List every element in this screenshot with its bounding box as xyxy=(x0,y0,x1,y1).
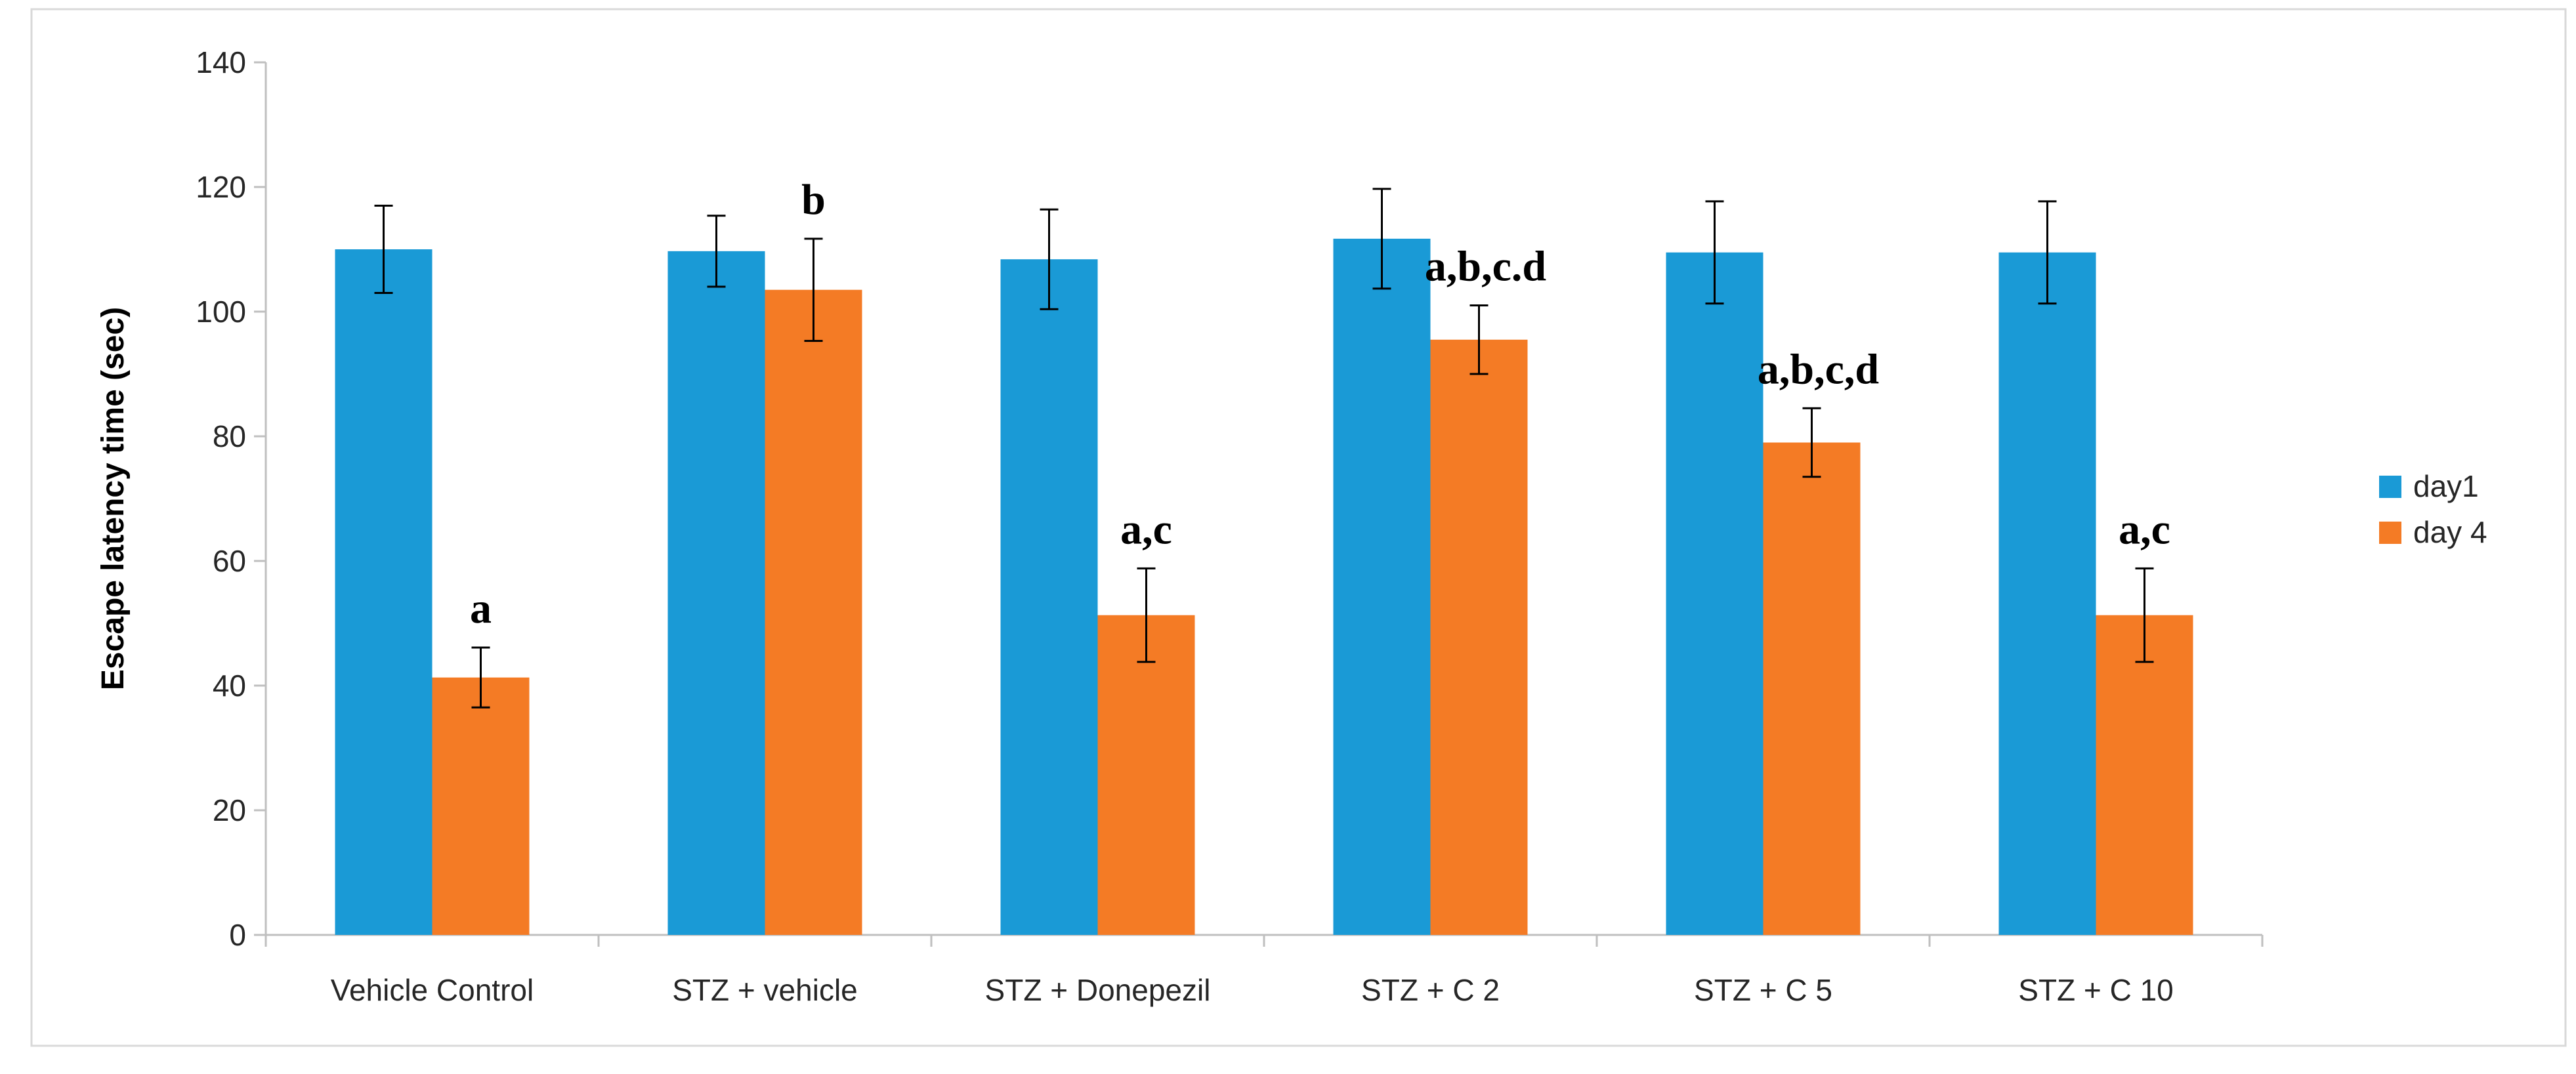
chart-border xyxy=(30,8,2567,1047)
bar-day4 xyxy=(2096,615,2193,935)
bar-day4 xyxy=(432,677,530,935)
x-category-label: Vehicle Control xyxy=(331,973,534,1007)
bar-day4 xyxy=(1097,615,1195,935)
legend-label-day1: day1 xyxy=(2413,469,2479,503)
bar-day4 xyxy=(1430,339,1528,935)
legend-label-day4: day 4 xyxy=(2413,515,2487,549)
y-tick-label: 60 xyxy=(213,544,246,578)
x-category-label: STZ + C 10 xyxy=(2018,973,2173,1007)
bar-day1 xyxy=(667,251,765,936)
bar-day1 xyxy=(1666,252,1763,935)
bar-day1 xyxy=(1998,252,2096,935)
legend-swatch-day1 xyxy=(2379,476,2401,498)
y-tick-label: 140 xyxy=(196,45,246,79)
y-tick-label: 0 xyxy=(229,918,246,952)
significance-label: a,b,c,d xyxy=(1758,345,1879,393)
bar-day4 xyxy=(765,289,862,935)
x-category-label: STZ + Donepezil xyxy=(985,973,1211,1007)
y-tick-label: 120 xyxy=(196,170,246,204)
bar-day1 xyxy=(335,249,433,935)
bar-day1 xyxy=(1333,238,1431,936)
significance-label: a,b,c.d xyxy=(1425,243,1546,291)
error-bars xyxy=(374,188,2154,709)
bar-day1 xyxy=(1000,259,1098,936)
significance-label: a,c xyxy=(2119,505,2170,553)
bar-day4 xyxy=(1763,442,1861,935)
y-tick-label: 40 xyxy=(213,669,246,703)
significance-label: a xyxy=(470,585,492,632)
y-tick-label: 20 xyxy=(213,793,246,827)
significance-labels: a b a,c a,b,c.d a,b,c,d a,c xyxy=(470,176,2170,632)
x-category-label: STZ + C 2 xyxy=(1361,973,1500,1007)
x-category-label: STZ + C 5 xyxy=(1694,973,1832,1007)
significance-label: a,c xyxy=(1120,505,1172,553)
y-tick-label: 80 xyxy=(213,419,246,453)
significance-label: b xyxy=(801,176,826,224)
y-axis-label: Escape latency time (sec) xyxy=(96,307,131,690)
bars xyxy=(335,238,2193,936)
x-category-label: STZ + vehicle xyxy=(672,973,858,1007)
legend: day1 day 4 xyxy=(2379,469,2487,549)
legend-swatch-day4 xyxy=(2379,522,2401,544)
y-tick-label: 100 xyxy=(196,295,246,329)
axes: 0 20 40 60 80 100 120 140 Vehicle Control STZ + v… xyxy=(196,45,2264,1007)
